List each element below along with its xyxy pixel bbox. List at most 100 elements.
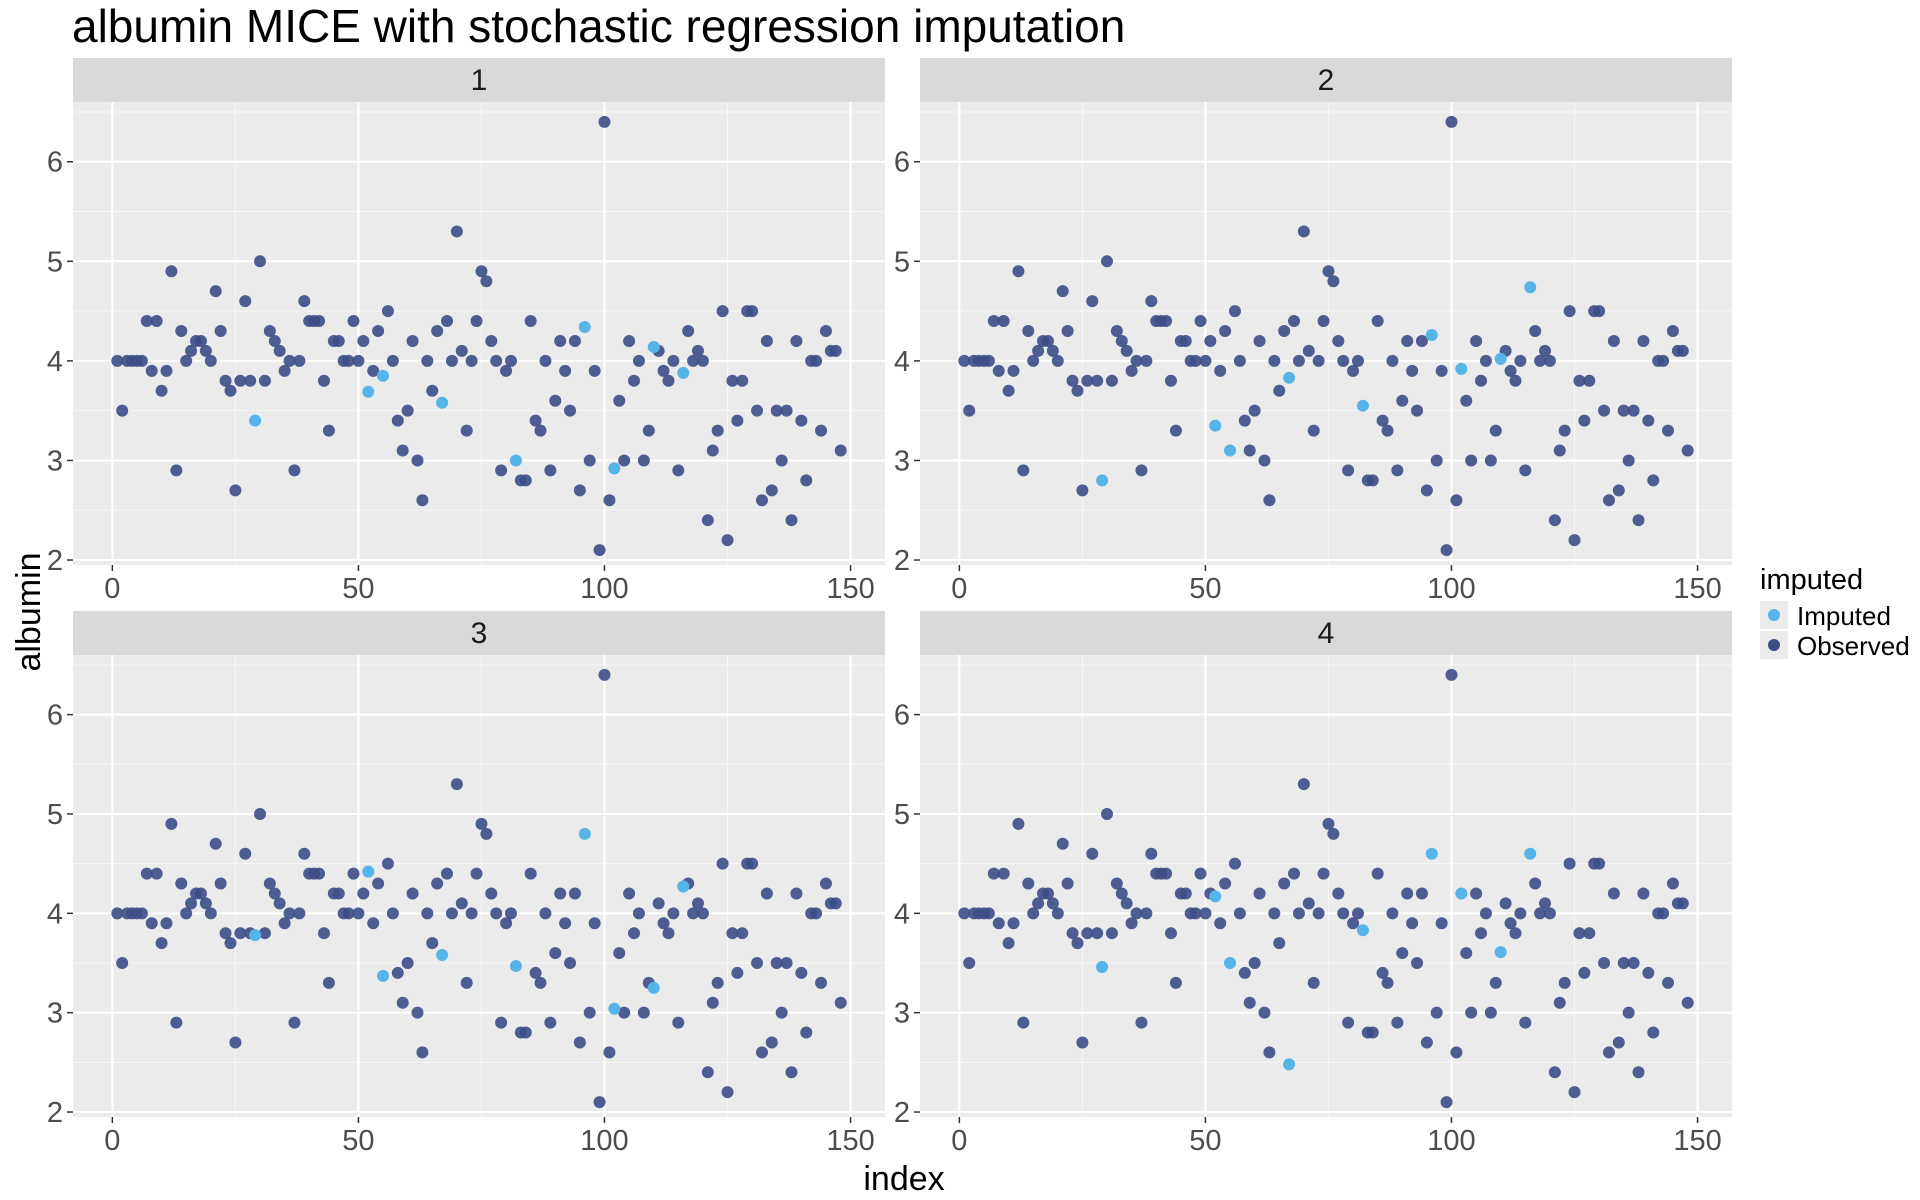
observed-point: [254, 807, 267, 820]
observed-point: [145, 917, 158, 930]
observed-point: [1051, 354, 1064, 367]
observed-point: [357, 887, 370, 900]
imputed-point: [1283, 371, 1296, 384]
observed-point: [1632, 514, 1645, 527]
observed-point: [613, 394, 626, 407]
observed-point: [470, 867, 483, 880]
observed-point: [1219, 325, 1232, 338]
observed-point: [815, 424, 828, 437]
observed-point: [593, 544, 606, 557]
observed-point: [313, 315, 326, 328]
observed-point: [1602, 1046, 1615, 1059]
observed-point: [224, 384, 237, 397]
observed-point: [347, 315, 360, 328]
observed-point: [691, 897, 704, 910]
observed-point: [682, 325, 695, 338]
observed-point: [460, 424, 473, 437]
observed-point: [1514, 907, 1527, 920]
observed-point: [411, 1006, 424, 1019]
observed-point: [1386, 907, 1399, 920]
observed-point: [1612, 1036, 1625, 1049]
observed-point: [1465, 454, 1478, 467]
observed-point: [135, 354, 148, 367]
observed-point: [711, 976, 724, 989]
observed-point: [180, 354, 193, 367]
observed-point: [1278, 877, 1291, 890]
observed-point: [1489, 424, 1502, 437]
observed-point: [1027, 907, 1040, 920]
observed-point: [1617, 404, 1630, 417]
observed-point: [1179, 887, 1192, 900]
observed-point: [367, 364, 380, 377]
observed-point: [160, 917, 173, 930]
observed-point: [263, 877, 276, 890]
observed-point: [465, 354, 478, 367]
observed-point: [381, 857, 394, 870]
observed-point: [1534, 907, 1547, 920]
observed-point: [199, 897, 212, 910]
observed-point: [455, 897, 468, 910]
facet-panel-4: 4 2 3 4 5 6 0 50 100 150: [894, 611, 1732, 1157]
observed-point: [963, 957, 976, 969]
observed-point: [1332, 334, 1345, 347]
observed-point: [386, 907, 399, 920]
observed-point: [332, 334, 345, 347]
observed-point: [559, 364, 572, 377]
x-tick-label: 100: [580, 573, 628, 605]
observed-point: [775, 1006, 788, 1019]
observed-point: [1504, 917, 1517, 930]
plot-panel-background: [920, 102, 1732, 565]
observed-point: [628, 927, 641, 940]
imputed-point: [1356, 924, 1369, 937]
observed-point: [204, 907, 217, 920]
legend-title: imputed: [1760, 564, 1863, 596]
observed-point: [214, 877, 227, 890]
observed-point: [396, 444, 409, 457]
observed-point: [751, 404, 764, 417]
observed-point: [288, 1016, 301, 1029]
observed-point: [1288, 315, 1301, 328]
observed-point: [1558, 424, 1571, 437]
observed-point: [1371, 315, 1384, 328]
observed-point: [495, 1016, 508, 1029]
observed-point: [1012, 817, 1025, 830]
imputed-point: [1494, 946, 1507, 959]
observed-point: [1110, 325, 1123, 338]
observed-point: [672, 464, 685, 477]
observed-point: [155, 384, 168, 397]
observed-point: [628, 374, 641, 387]
observed-point: [1066, 927, 1079, 940]
observed-point: [790, 887, 803, 900]
observed-point: [185, 897, 198, 910]
observed-point: [140, 867, 153, 880]
observed-point: [711, 424, 724, 437]
observed-point: [1548, 514, 1561, 527]
observed-point: [1292, 354, 1305, 367]
observed-point: [819, 325, 832, 338]
observed-point: [1248, 404, 1261, 417]
observed-point: [317, 927, 330, 940]
observed-point: [1460, 947, 1473, 960]
observed-point: [1607, 334, 1620, 347]
observed-point: [460, 976, 473, 989]
observed-point: [1002, 384, 1015, 397]
observed-point: [1194, 867, 1207, 880]
observed-point: [593, 1096, 606, 1109]
observed-point: [554, 334, 567, 347]
observed-point: [1475, 927, 1488, 940]
observed-point: [736, 374, 749, 387]
observed-point: [1258, 454, 1271, 467]
observed-point: [219, 374, 232, 387]
x-axis-title: index: [863, 1160, 944, 1198]
observed-point: [613, 947, 626, 960]
observed-point: [273, 344, 286, 357]
observed-point: [1263, 1046, 1276, 1059]
observed-point: [726, 927, 739, 940]
observed-point: [1228, 857, 1241, 870]
observed-point: [829, 897, 842, 910]
observed-point: [450, 225, 463, 238]
observed-point: [185, 344, 198, 357]
observed-point: [342, 354, 355, 367]
imputed-point: [249, 929, 262, 942]
observed-point: [1519, 464, 1532, 477]
